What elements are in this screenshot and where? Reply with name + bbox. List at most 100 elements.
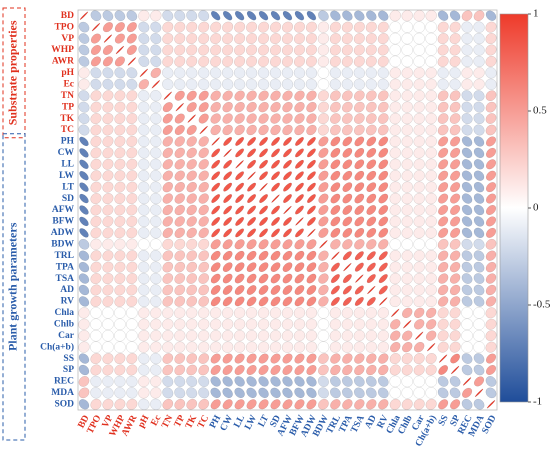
corr-ellipse: [90, 318, 102, 331]
corr-ellipse: [425, 101, 437, 113]
corr-ellipse: [78, 376, 90, 387]
corr-ellipse: [78, 261, 90, 273]
row-label: LT: [62, 182, 74, 192]
corr-ellipse: [234, 273, 245, 284]
corr-ellipse: [198, 318, 210, 330]
corr-ellipse: [234, 78, 246, 90]
corr-ellipse: [90, 33, 101, 44]
corr-ellipse: [413, 272, 425, 285]
corr-ellipse: [342, 399, 353, 410]
corr-ellipse: [174, 330, 186, 342]
corr-ellipse: [461, 21, 473, 33]
corr-ellipse: [486, 365, 497, 375]
corr-ellipse: [78, 78, 90, 90]
corr-ellipse: [378, 399, 389, 410]
corr-ellipse: [485, 21, 497, 33]
corr-ellipse: [294, 11, 305, 21]
corr-ellipse: [306, 376, 317, 387]
corr-ellipse: [473, 170, 485, 181]
corr-ellipse: [307, 137, 316, 146]
corr-ellipse: [222, 330, 234, 342]
corr-ellipse: [198, 170, 209, 181]
corr-ellipse: [354, 136, 365, 147]
corr-ellipse: [413, 101, 425, 113]
corr-ellipse: [258, 399, 269, 410]
row-label: BD: [61, 11, 74, 21]
corr-ellipse: [425, 261, 437, 273]
corr-ellipse: [366, 136, 377, 147]
corr-ellipse: [114, 124, 126, 136]
corr-ellipse: [114, 158, 126, 170]
corr-ellipse: [198, 90, 209, 101]
corr-ellipse: [258, 376, 269, 387]
corr-ellipse: [377, 318, 389, 330]
corr-ellipse: [473, 113, 485, 125]
corr-ellipse: [343, 263, 352, 272]
corr-ellipse: [114, 318, 126, 331]
corr-ellipse: [461, 204, 473, 216]
corr-ellipse: [485, 90, 497, 102]
corr-ellipse: [461, 273, 473, 284]
corr-ellipse: [486, 170, 497, 181]
corr-ellipse: [186, 147, 197, 159]
corr-ellipse: [210, 330, 222, 342]
corr-ellipse: [317, 387, 329, 399]
corr-ellipse: [186, 125, 197, 135]
corr-ellipse: [377, 387, 389, 399]
corr-ellipse: [102, 90, 114, 102]
corr-ellipse: [210, 113, 221, 124]
corr-ellipse: [234, 353, 245, 364]
corr-ellipse: [150, 272, 162, 285]
corr-ellipse: [474, 388, 484, 397]
corr-ellipse: [378, 159, 389, 170]
corr-ellipse: [78, 90, 90, 102]
corr-ellipse: [318, 10, 329, 22]
corr-ellipse: [450, 227, 461, 238]
corr-ellipse: [246, 353, 257, 364]
group-label: Plant growth parameters: [6, 222, 20, 351]
corr-ellipse: [317, 101, 329, 113]
corr-ellipse: [78, 101, 90, 113]
corr-ellipse: [461, 44, 473, 56]
corr-ellipse: [174, 78, 186, 90]
corr-ellipse: [79, 136, 89, 147]
corr-ellipse: [78, 238, 90, 250]
row-label: SS: [63, 354, 74, 364]
corr-ellipse: [78, 21, 90, 33]
corr-ellipse: [473, 193, 485, 204]
corr-ellipse: [391, 308, 400, 317]
corr-ellipse: [90, 170, 102, 182]
row-label: PH: [61, 137, 75, 147]
corr-ellipse: [354, 353, 365, 364]
corr-ellipse: [389, 284, 401, 296]
corr-ellipse: [389, 101, 401, 113]
corr-ellipse: [354, 193, 365, 204]
corr-ellipse: [437, 67, 449, 79]
corr-ellipse: [390, 330, 401, 341]
corr-ellipse: [389, 78, 401, 90]
corr-ellipse: [401, 101, 413, 113]
corr-ellipse: [102, 307, 114, 319]
corr-ellipse: [425, 10, 437, 22]
corr-ellipse: [461, 67, 473, 79]
corr-ellipse: [342, 90, 353, 102]
corr-ellipse: [425, 21, 437, 33]
corr-ellipse: [234, 124, 245, 136]
corr-ellipse: [473, 318, 485, 331]
corr-ellipse: [283, 159, 292, 169]
corr-ellipse: [306, 365, 317, 375]
corr-ellipse: [295, 148, 304, 158]
corr-ellipse: [126, 124, 138, 136]
corr-ellipse: [307, 205, 316, 215]
corr-ellipse: [474, 376, 485, 387]
corr-ellipse: [102, 193, 114, 205]
corr-ellipse: [247, 194, 256, 203]
corr-ellipse: [473, 284, 485, 296]
corr-ellipse: [473, 159, 485, 170]
corr-ellipse: [126, 113, 138, 125]
corr-ellipse: [450, 216, 461, 227]
corr-ellipse: [162, 125, 173, 135]
corr-ellipse: [341, 55, 353, 67]
corr-ellipse: [150, 147, 162, 159]
corr-ellipse: [222, 124, 233, 136]
